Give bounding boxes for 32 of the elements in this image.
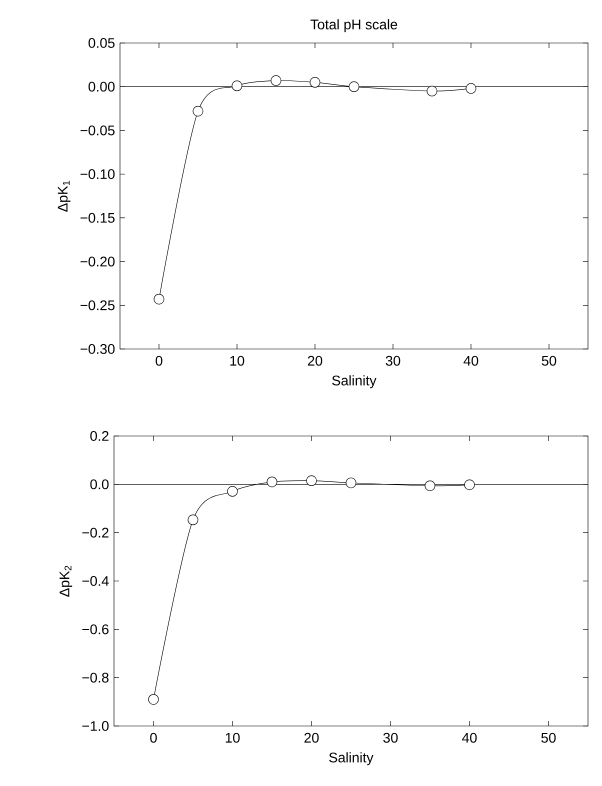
y-tick-label: −0.25 — [80, 300, 115, 310]
y-tick-label: −0.2 — [82, 528, 108, 538]
x-tick-label: 0 — [156, 356, 162, 366]
x-tick-label: 50 — [541, 732, 556, 743]
y-tick-label: −1.0 — [82, 721, 109, 731]
x-tick-label: 10 — [226, 732, 240, 743]
y-axis-title: ΔpK$_{2}$ — [60, 566, 72, 597]
x-tick-label: 30 — [386, 356, 400, 366]
y-axis-title: ΔpK$_{1}$ — [58, 180, 70, 212]
y-tick-label: −0.6 — [82, 624, 109, 634]
x-tick-label: 10 — [230, 356, 244, 366]
y-tick-label: 0.0 — [90, 479, 109, 490]
y-tick-label: 0.05 — [88, 38, 115, 48]
x-tick-label: 20 — [308, 356, 322, 366]
x-tick-label: 0 — [150, 732, 157, 743]
y-tick-label: 0.00 — [88, 82, 115, 92]
y-tick-label: −0.10 — [80, 169, 115, 180]
x-axis-title: Salinity — [332, 375, 376, 388]
y-tick-label: −0.20 — [80, 256, 115, 267]
x-tick-label: 30 — [383, 732, 398, 743]
y-tick-label: −0.15 — [80, 212, 115, 223]
y-tick-label: −0.05 — [80, 125, 115, 136]
y-tick-label: −0.8 — [82, 672, 109, 683]
x-axis-title: Salinity — [329, 752, 374, 766]
chart-title: Total pH scale — [310, 19, 398, 32]
x-tick-label: 50 — [542, 356, 556, 366]
x-tick-label: 40 — [462, 732, 477, 743]
y-tick-label: 0.2 — [90, 431, 108, 441]
x-tick-label: 40 — [464, 356, 478, 366]
y-tick-label: −0.4 — [82, 576, 109, 586]
x-tick-label: 20 — [304, 732, 319, 743]
y-tick-label: −0.30 — [80, 344, 115, 354]
